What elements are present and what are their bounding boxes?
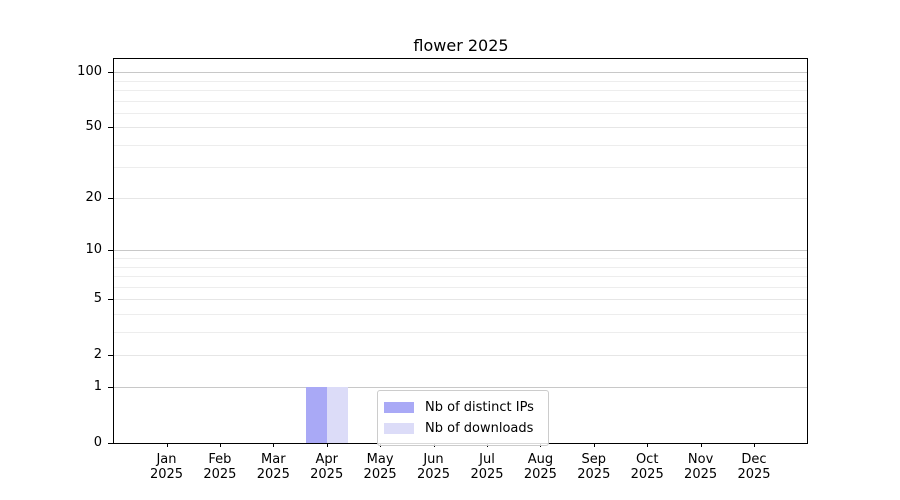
gridline-major: [114, 354, 807, 356]
gridline-minor: [114, 80, 807, 82]
gridline-minor: [114, 286, 807, 288]
x-tick-label-aug: Aug 2025: [523, 452, 557, 482]
x-tick-mark: [326, 443, 328, 447]
y-tick-mark: [108, 299, 113, 300]
y-tick-mark: [108, 443, 113, 444]
x-tick-mark: [700, 443, 702, 447]
y-tick-label: 2: [93, 346, 102, 362]
x-tick-mark: [593, 443, 595, 447]
y-tick-label: 0: [93, 435, 102, 450]
x-tick-mark: [647, 443, 649, 447]
x-tick-mark: [754, 443, 755, 447]
x-tick-mark: [273, 443, 275, 447]
x-tick-label-feb: Feb 2025: [203, 452, 237, 482]
y-tick-mark: [108, 387, 113, 389]
y-tick-label: 10: [85, 242, 102, 258]
legend-label-distinct-ips: Nb of distinct IPs: [425, 400, 534, 415]
x-tick-label-sep: Sep 2025: [577, 452, 611, 482]
legend: Nb of distinct IPs Nb of downloads: [377, 390, 549, 446]
gridline-major: [114, 250, 807, 252]
legend-swatch-downloads: [384, 423, 414, 434]
gridline-minor: [114, 258, 807, 259]
y-tick-label: 100: [77, 64, 102, 80]
gridline-major: [114, 198, 807, 200]
x-tick-label-jul: Jul 2025: [470, 452, 504, 482]
bar-nb-of-downloads-apr: [326, 387, 348, 443]
y-tick-mark: [108, 354, 113, 356]
gridline-major: [114, 387, 807, 389]
x-tick-label-apr: Apr 2025: [310, 452, 344, 482]
legend-swatch-distinct-ips: [384, 402, 414, 413]
gridline-minor: [114, 275, 807, 277]
x-tick-label-may: May 2025: [363, 452, 397, 482]
x-tick-label-dec: Dec 2025: [737, 452, 771, 482]
gridline-minor: [114, 112, 807, 114]
gridline-minor: [114, 89, 807, 91]
gridline-minor: [114, 331, 807, 333]
x-tick-mark: [219, 443, 221, 447]
y-tick-label: 1: [93, 379, 102, 395]
gridline-minor: [114, 144, 807, 146]
chart-title: flower 2025: [413, 36, 509, 55]
legend-row-distinct-ips: Nb of distinct IPs: [384, 397, 540, 418]
y-tick-mark: [108, 72, 113, 74]
x-tick-label-oct: Oct 2025: [630, 452, 664, 482]
plot-area: 0 1 2 5 10 20 50 100 Jan 2025 Feb 2025 Mar 2025 Apr 202…: [77, 58, 808, 482]
x-tick-label-jan: Jan 2025: [149, 452, 184, 482]
gridline-major: [114, 72, 807, 74]
x-tick-label-mar: Mar 2025: [256, 452, 290, 482]
gridline-minor: [114, 266, 807, 268]
gridline-minor: [114, 313, 807, 315]
x-tick-label-jun: Jun 2025: [416, 452, 451, 482]
y-tick-label: 20: [85, 190, 102, 206]
gridline-major: [114, 299, 807, 300]
legend-row-downloads: Nb of downloads: [384, 418, 540, 439]
x-tick-label-nov: Nov 2025: [684, 452, 718, 482]
y-tick-mark: [108, 250, 113, 252]
x-tick-mark: [166, 443, 168, 447]
y-tick-label: 50: [85, 119, 102, 135]
bar-nb-of-distinct-ips-apr: [305, 387, 327, 443]
gridline-major: [114, 127, 807, 129]
y-tick-mark: [108, 127, 113, 129]
legend-label-downloads: Nb of downloads: [425, 421, 534, 436]
y-tick-label: 5: [93, 291, 102, 306]
y-tick-mark: [108, 198, 113, 200]
gridline-minor: [114, 100, 807, 102]
gridline-minor: [114, 167, 807, 169]
